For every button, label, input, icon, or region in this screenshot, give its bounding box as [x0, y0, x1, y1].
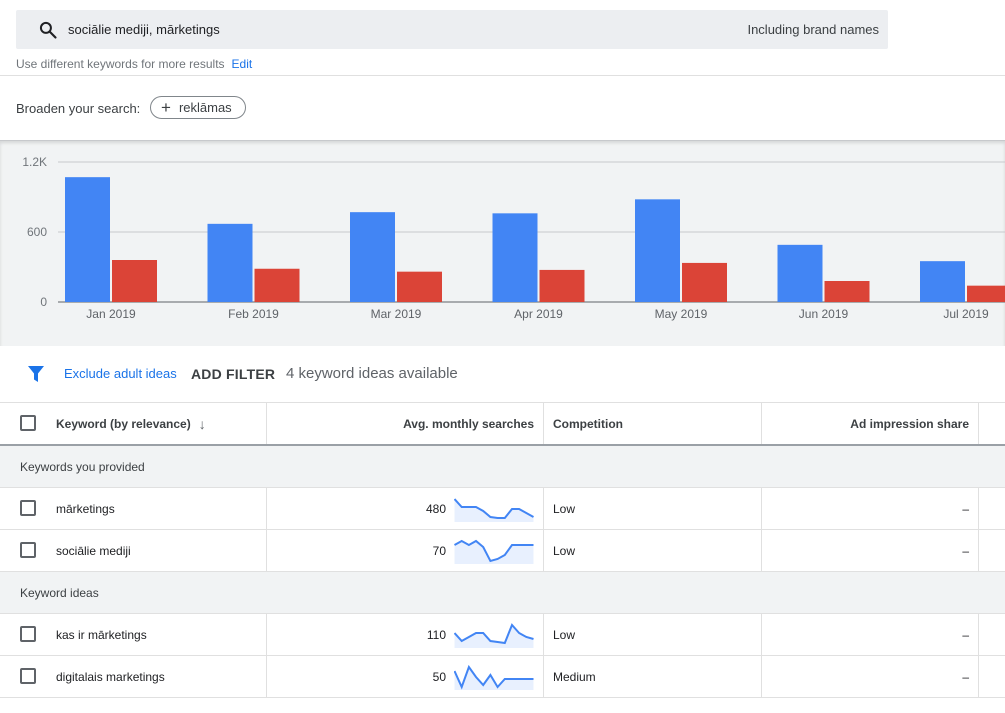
trend-sparkline: [454, 664, 534, 690]
table-row: digitalais marketings 50 Medium –: [0, 656, 1005, 698]
search-icon: [39, 21, 57, 39]
sparkline-area: [454, 624, 534, 648]
y-tick-label: 1.2K: [22, 155, 47, 169]
bar-mobile[interactable]: [254, 268, 300, 302]
bar-mobile[interactable]: [967, 285, 1005, 302]
trend-sparkline: [454, 622, 534, 648]
row-checkbox[interactable]: [20, 626, 36, 642]
keyword-text: sociālie mediji: [56, 543, 131, 558]
column-avg-searches[interactable]: Avg. monthly searches: [266, 403, 543, 444]
hint-text: Use different keywords for more results: [16, 57, 225, 71]
trend-sparkline: [454, 497, 534, 522]
row-checkbox[interactable]: [20, 500, 36, 516]
x-tick-label: Mar 2019: [371, 307, 422, 321]
avg-searches-cell: 50: [266, 656, 543, 697]
table-row: sociālie mediji 70 Low –: [0, 530, 1005, 572]
row-checkbox[interactable]: [20, 668, 36, 684]
bar-total[interactable]: [635, 199, 680, 302]
search-query[interactable]: sociālie mediji, mārketings: [68, 22, 220, 37]
broaden-chip[interactable]: + reklāmas: [150, 96, 246, 119]
sparkline-line: [454, 539, 534, 562]
competition-value: Low: [543, 530, 761, 571]
bar-mobile[interactable]: [539, 269, 585, 302]
broaden-label: Broaden your search:: [16, 101, 141, 116]
divider: [0, 75, 1005, 76]
chart-svg: 0 600 1.2K Jan 2019 Feb 2019 Mar 2019 Apr 2019…: [22, 155, 1005, 321]
group-header: Keyword ideas: [0, 572, 1005, 614]
sparkline-area: [454, 498, 534, 522]
column-competition[interactable]: Competition: [543, 403, 761, 444]
edit-keywords-link[interactable]: Edit: [231, 57, 253, 71]
group-header: Keywords you provided: [0, 446, 1005, 488]
bar-total[interactable]: [777, 244, 823, 302]
table-row: mārketings 480 Low –: [0, 488, 1005, 530]
sparkline-line: [454, 664, 534, 690]
filter-icon[interactable]: [27, 365, 45, 383]
column-keyword[interactable]: Keyword (by relevance) ↓: [56, 403, 206, 444]
add-filter-button[interactable]: ADD FILTER: [191, 366, 276, 382]
ad-share-value: –: [761, 656, 979, 697]
y-tick-label: 600: [27, 225, 47, 239]
x-tick-label: Feb 2019: [228, 307, 279, 321]
trend-sparkline: [454, 539, 534, 564]
bar-total[interactable]: [920, 261, 965, 302]
keyword-text: digitalais marketings: [56, 669, 165, 684]
keyword-text: mārketings: [56, 501, 115, 516]
bar-mobile[interactable]: [824, 281, 870, 302]
ad-share-value: –: [761, 530, 979, 571]
select-all-checkbox[interactable]: [20, 415, 36, 431]
keyword-table: Keyword (by relevance) ↓ Avg. monthly sea…: [0, 402, 1005, 698]
bar-mobile[interactable]: [112, 260, 157, 302]
exclude-adult-ideas-filter[interactable]: Exclude adult ideas: [64, 366, 177, 381]
ad-share-value: –: [761, 614, 979, 655]
brand-names-toggle[interactable]: Including brand names: [747, 22, 879, 37]
keyword-text: kas ir mārketings: [56, 627, 147, 642]
avg-searches-cell: 70: [266, 530, 543, 571]
competition-value: Medium: [543, 656, 761, 697]
search-hint: Use different keywords for more results E…: [16, 57, 252, 71]
plus-icon: +: [161, 98, 171, 117]
y-tick-label: 0: [40, 295, 47, 309]
x-tick-label: Jul 2019: [943, 307, 989, 321]
bar-total[interactable]: [350, 212, 395, 302]
filter-bar: Exclude adult ideas ADD FILTER 4 keyword…: [0, 346, 1005, 402]
search-volume-chart: 0 600 1.2K Jan 2019 Feb 2019 Mar 2019 Apr 2019…: [0, 140, 1005, 347]
competition-value: Low: [543, 488, 761, 529]
keyword-search-bar[interactable]: sociālie mediji, mārketings Including br…: [16, 10, 888, 49]
broaden-chip-label: reklāmas: [178, 100, 232, 115]
avg-searches-value: 50: [432, 669, 446, 684]
x-tick-label: Apr 2019: [514, 307, 563, 321]
x-tick-label: Jun 2019: [799, 307, 849, 321]
keyword-ideas-count: 4 keyword ideas available: [286, 365, 458, 382]
sparkline-line: [454, 622, 534, 644]
bar-total[interactable]: [492, 213, 538, 302]
row-checkbox[interactable]: [20, 542, 36, 558]
column-ad-impression-share[interactable]: Ad impression share: [761, 403, 979, 444]
group-ideas-label: Keyword ideas: [20, 585, 99, 600]
bar-total[interactable]: [65, 177, 110, 302]
avg-searches-value: 110: [426, 627, 446, 642]
avg-searches-value: 70: [432, 543, 446, 558]
bar-total[interactable]: [207, 223, 253, 302]
x-tick-label: Jan 2019: [86, 307, 136, 321]
table-header: Keyword (by relevance) ↓ Avg. monthly sea…: [0, 402, 1005, 446]
group-provided-label: Keywords you provided: [20, 459, 145, 474]
bar-mobile[interactable]: [682, 262, 727, 302]
avg-searches-cell: 480: [266, 488, 543, 529]
column-keyword-label: Keyword (by relevance): [56, 416, 191, 431]
sparkline-area: [454, 666, 534, 690]
ad-share-value: –: [761, 488, 979, 529]
avg-searches-value: 480: [425, 501, 446, 516]
competition-value: Low: [543, 614, 761, 655]
sparkline-area: [454, 540, 534, 564]
x-tick-label: May 2019: [655, 307, 708, 321]
sort-arrow-icon: ↓: [198, 415, 206, 432]
avg-searches-cell: 110: [266, 614, 543, 655]
table-row: kas ir mārketings 110 Low –: [0, 614, 1005, 656]
sparkline-line: [454, 497, 534, 519]
bar-mobile[interactable]: [397, 271, 442, 302]
